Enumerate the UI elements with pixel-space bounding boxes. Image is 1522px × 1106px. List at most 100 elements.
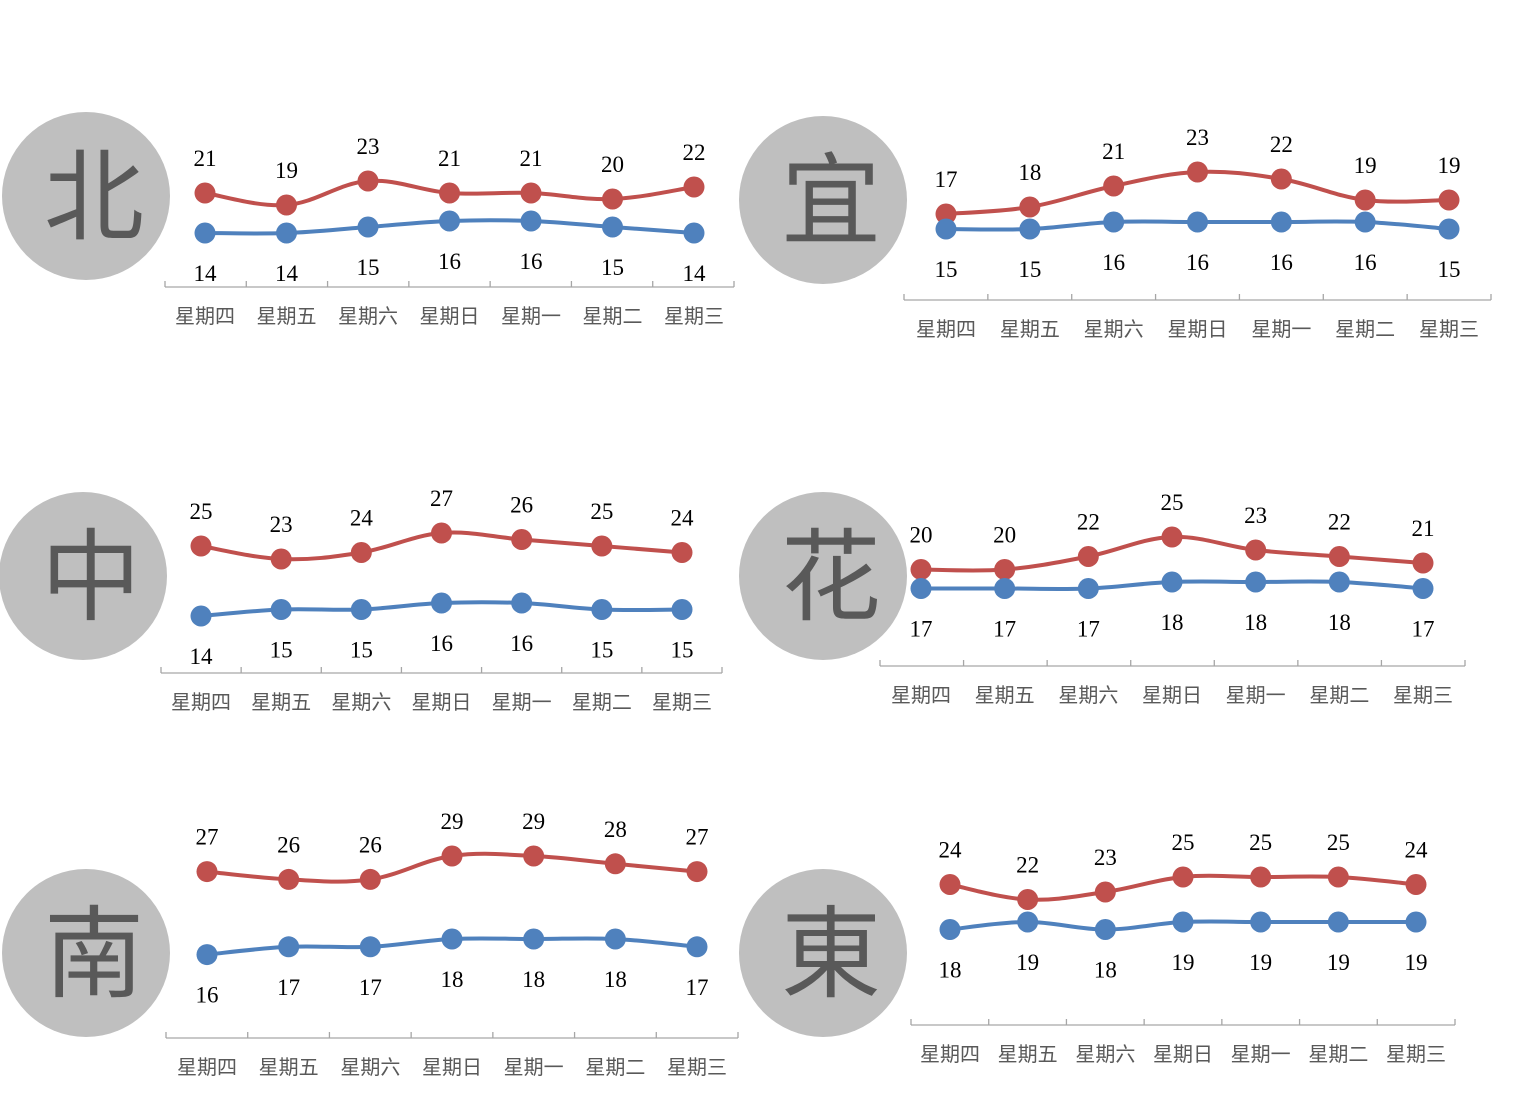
data-point-low <box>441 928 463 950</box>
data-label-high: 19 <box>275 158 298 183</box>
data-label-low: 18 <box>1328 610 1351 635</box>
data-label-low: 14 <box>683 261 707 286</box>
data-point-low <box>1328 571 1350 593</box>
data-point-high <box>602 188 623 210</box>
data-point-high <box>276 194 297 216</box>
data-label-high: 22 <box>1270 132 1293 157</box>
x-tick-label: 星期四 <box>916 317 976 341</box>
data-label-high: 25 <box>1249 830 1272 855</box>
data-point-high <box>683 176 705 198</box>
data-label-high: 24 <box>1405 838 1429 863</box>
x-tick-label: 星期四 <box>171 690 231 714</box>
x-tick-label: 星期一 <box>1251 317 1311 341</box>
data-point-low <box>1270 211 1292 233</box>
data-point-high <box>1019 196 1041 218</box>
data-label-low: 17 <box>686 975 709 1000</box>
x-tick-label: 星期三 <box>652 690 712 714</box>
data-point-high <box>1438 189 1460 211</box>
data-label-low: 16 <box>438 249 461 274</box>
data-label-high: 23 <box>1094 845 1117 870</box>
data-point-high <box>1405 874 1427 895</box>
data-label-low: 17 <box>359 975 382 1000</box>
data-label-low: 17 <box>910 617 933 642</box>
region-badge <box>0 492 167 660</box>
data-point-high <box>359 868 381 890</box>
data-point-high <box>1017 889 1039 910</box>
data-label-high: 22 <box>1328 510 1351 535</box>
data-label-high: 21 <box>438 146 461 171</box>
x-tick-label: 星期三 <box>1393 683 1453 707</box>
x-tick-label: 星期日 <box>1168 317 1228 341</box>
x-tick-label: 星期一 <box>501 304 561 328</box>
data-label-low: 18 <box>522 967 545 992</box>
data-label-high: 24 <box>671 506 695 531</box>
region-label: 南 <box>44 896 144 1013</box>
region-badge <box>739 492 907 660</box>
x-tick-label: 星期二 <box>585 1055 645 1079</box>
data-point-low <box>686 936 708 958</box>
x-tick-label: 星期日 <box>420 304 480 328</box>
region-label: 東 <box>781 896 881 1013</box>
x-tick-label: 星期四 <box>177 1055 237 1079</box>
data-point-high <box>190 535 212 557</box>
data-label-low: 15 <box>590 638 613 663</box>
data-label-high: 29 <box>522 809 545 834</box>
x-tick-label: 星期一 <box>504 1055 564 1079</box>
data-point-high <box>439 182 460 204</box>
data-point-high <box>1327 866 1349 888</box>
data-point-high <box>511 529 533 550</box>
x-tick-label: 星期二 <box>572 690 632 714</box>
x-tick-label: 星期六 <box>1075 1042 1135 1066</box>
data-point-high <box>1245 539 1267 561</box>
x-tick-label: 星期五 <box>251 690 311 714</box>
data-point-low <box>439 210 460 232</box>
data-label-high: 27 <box>686 825 709 850</box>
data-point-low <box>683 222 705 244</box>
data-label-high: 26 <box>510 493 533 518</box>
region-badge <box>2 112 170 280</box>
data-point-low <box>1094 919 1116 940</box>
data-label-low: 15 <box>1438 257 1461 282</box>
data-point-low <box>1187 211 1208 233</box>
data-point-low <box>935 218 957 240</box>
data-label-high: 25 <box>1161 490 1184 515</box>
data-point-high <box>935 203 957 225</box>
data-label-high: 26 <box>277 832 300 857</box>
x-tick-label: 星期四 <box>920 1042 980 1066</box>
x-tick-label: 星期五 <box>257 304 317 328</box>
data-point-low <box>1103 211 1125 233</box>
data-point-high <box>1328 546 1350 567</box>
data-label-low: 16 <box>1270 250 1293 275</box>
data-label-low: 19 <box>1327 950 1350 975</box>
data-point-high <box>1077 546 1099 567</box>
data-label-high: 25 <box>1327 830 1350 855</box>
data-point-high <box>1270 168 1292 190</box>
data-point-low <box>196 944 218 966</box>
x-tick-label: 星期二 <box>1335 317 1395 341</box>
x-tick-label: 星期六 <box>1084 317 1144 341</box>
data-label-low: 18 <box>1244 610 1267 635</box>
region-badge <box>739 869 907 1037</box>
x-tick-label: 星期五 <box>998 1042 1058 1066</box>
data-point-low <box>1245 571 1267 593</box>
data-point-low <box>1354 211 1376 233</box>
x-tick-label: 星期六 <box>340 1055 400 1079</box>
data-label-low: 16 <box>510 631 533 656</box>
data-point-high <box>520 182 542 204</box>
data-label-low: 15 <box>935 257 958 282</box>
data-point-high <box>671 542 693 563</box>
x-tick-label: 星期三 <box>1386 1042 1446 1066</box>
data-label-high: 19 <box>1354 153 1377 178</box>
data-point-low <box>671 599 693 620</box>
data-point-high <box>350 542 372 563</box>
x-tick-label: 星期四 <box>175 304 235 328</box>
data-label-low: 17 <box>277 975 300 1000</box>
data-point-low <box>910 578 932 599</box>
data-point-high <box>591 535 613 557</box>
data-point-low <box>350 599 372 620</box>
x-tick-label: 星期日 <box>422 1055 482 1079</box>
